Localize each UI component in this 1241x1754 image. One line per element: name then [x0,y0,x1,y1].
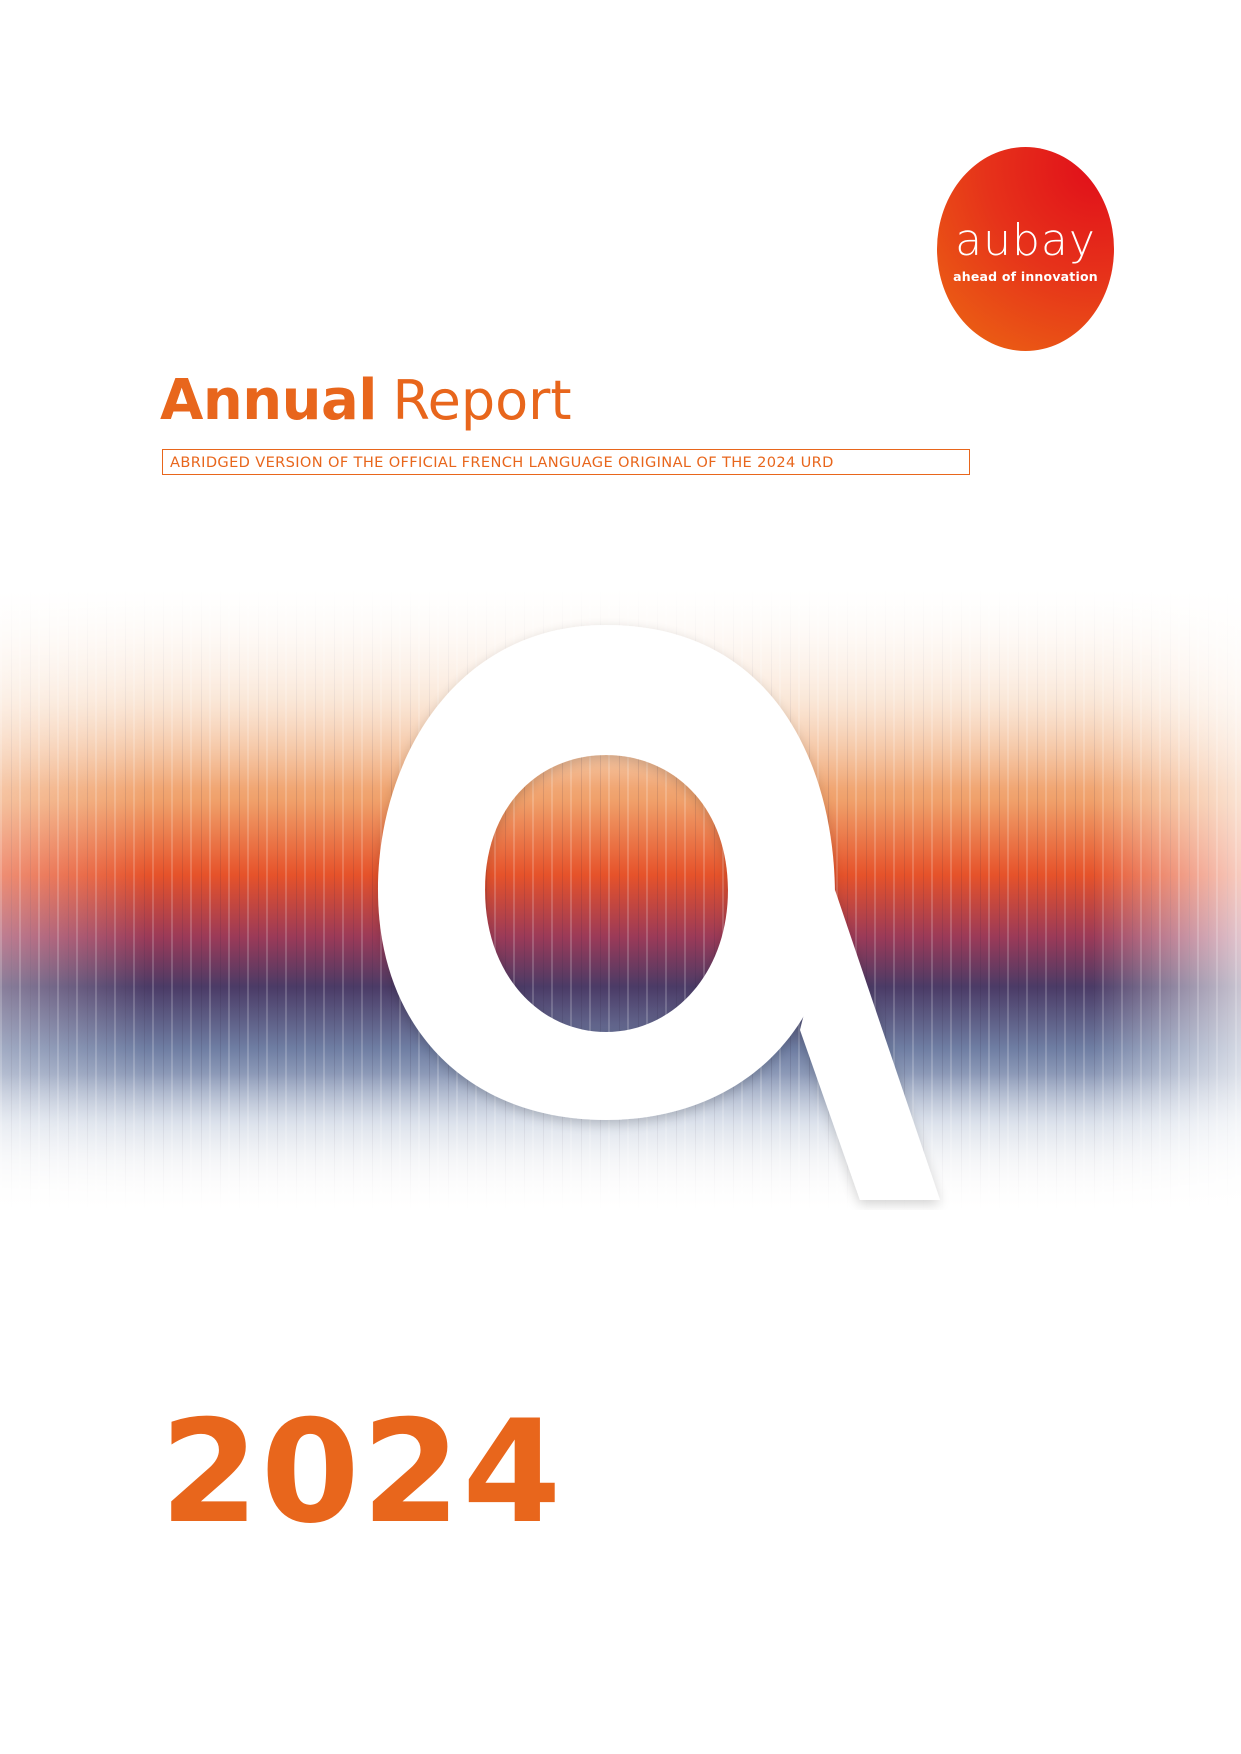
aubay-logo: aubay ahead of innovation [937,147,1114,351]
report-year: 2024 [160,1390,564,1555]
report-title: Annual Report [160,372,572,429]
title-light: Report [392,369,572,432]
aubay-a-letter-icon [378,625,940,1200]
logo-tagline: ahead of innovation [953,268,1098,284]
title-bold: Annual [160,368,377,433]
subtitle-box: ABRIDGED VERSION OF THE OFFICIAL FRENCH … [162,449,970,475]
hero-image [0,590,1241,1210]
subtitle-text: ABRIDGED VERSION OF THE OFFICIAL FRENCH … [170,453,834,471]
logo-wordmark: aubay [955,214,1096,266]
